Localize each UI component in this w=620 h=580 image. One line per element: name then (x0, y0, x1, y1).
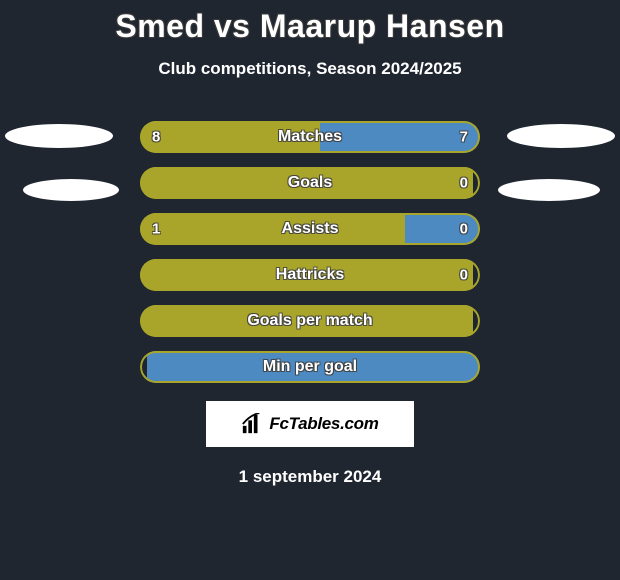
bar-fill-left (140, 213, 405, 245)
stat-value-left: 8 (152, 129, 160, 146)
stat-row: 0 Goals (140, 167, 480, 199)
stat-value-right: 0 (460, 221, 468, 238)
stat-value-right: 0 (460, 175, 468, 192)
date-text: 1 september 2024 (0, 467, 620, 487)
stats-panel: 8 7 Matches 0 Goals 1 0 Assists 0 Hattricks Goals … (0, 121, 620, 383)
stat-label: Assists (282, 220, 339, 238)
brand-badge: FcTables.com (206, 401, 414, 447)
subtitle: Club competitions, Season 2024/2025 (0, 59, 620, 79)
page-title: Smed vs Maarup Hansen (0, 0, 620, 45)
stat-value-right: 0 (460, 267, 468, 284)
stat-label: Matches (278, 128, 342, 146)
stat-row: Goals per match (140, 305, 480, 337)
bar-fill-right (320, 121, 480, 153)
stat-value-right: 7 (460, 129, 468, 146)
stat-row: Min per goal (140, 351, 480, 383)
stat-label: Hattricks (276, 266, 344, 284)
stat-label: Goals (288, 174, 332, 192)
stat-row: 1 0 Assists (140, 213, 480, 245)
stat-row: 8 7 Matches (140, 121, 480, 153)
bar-fill-right (405, 213, 480, 245)
stat-label: Min per goal (263, 358, 357, 376)
stat-row: 0 Hattricks (140, 259, 480, 291)
stat-label: Goals per match (247, 312, 372, 330)
comparison-canvas: Smed vs Maarup Hansen Club competitions,… (0, 0, 620, 580)
brand-text: FcTables.com (269, 414, 378, 434)
stat-value-left: 1 (152, 221, 160, 238)
brand-bars-icon (241, 413, 263, 435)
